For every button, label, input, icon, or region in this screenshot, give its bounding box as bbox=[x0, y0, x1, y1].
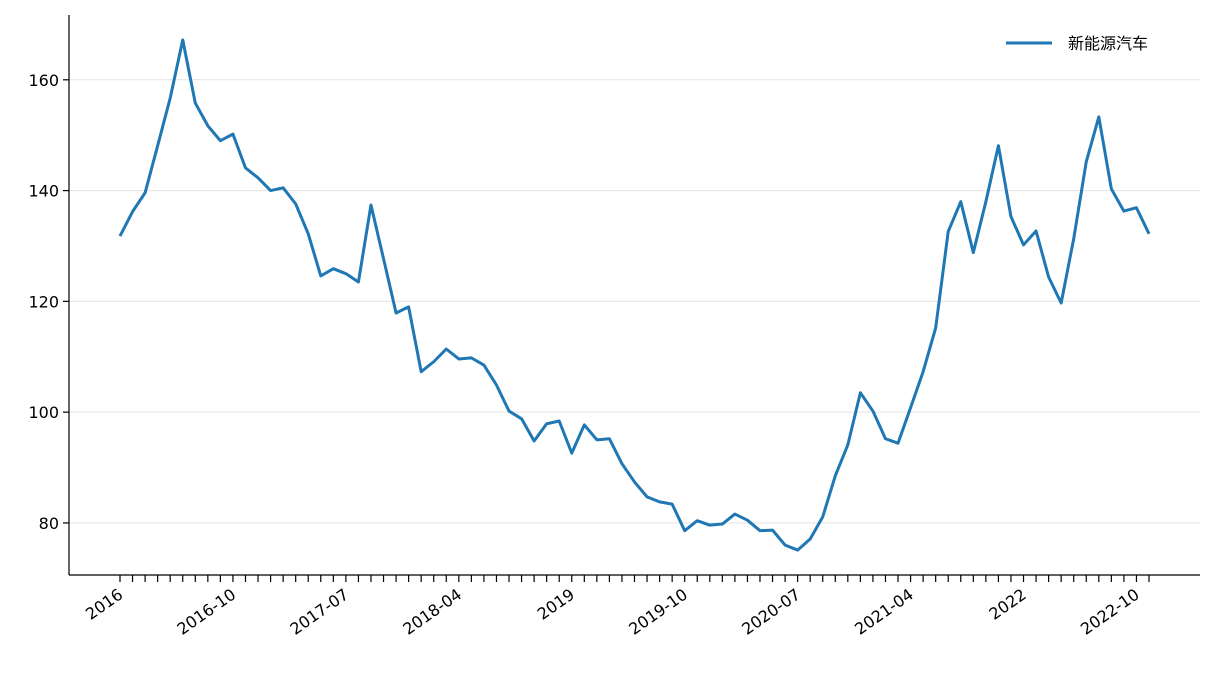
data-line bbox=[118, 38, 1151, 552]
y-tick-label: 80 bbox=[39, 514, 59, 533]
legend-label: 新能源汽车 bbox=[1068, 34, 1148, 53]
x-tick-label: 2019-10 bbox=[625, 585, 691, 639]
y-tick-label: 100 bbox=[28, 403, 59, 422]
y-tick-label: 140 bbox=[28, 182, 59, 201]
x-tick-label: 2022 bbox=[986, 585, 1030, 624]
x-tick-label: 2018-04 bbox=[399, 585, 465, 639]
x-tick-label: 2019 bbox=[534, 585, 578, 624]
x-tick-label: 2016-10 bbox=[174, 585, 240, 639]
x-tick-label: 2016 bbox=[82, 585, 126, 624]
x-tick-label: 2022-10 bbox=[1077, 585, 1143, 639]
x-tick-label: 2021-04 bbox=[851, 585, 917, 639]
y-tick-label: 120 bbox=[28, 292, 59, 311]
x-tick-label: 2017-07 bbox=[287, 585, 353, 639]
y-tick-label: 160 bbox=[28, 71, 59, 90]
x-tick-label: 2020-07 bbox=[738, 585, 804, 639]
